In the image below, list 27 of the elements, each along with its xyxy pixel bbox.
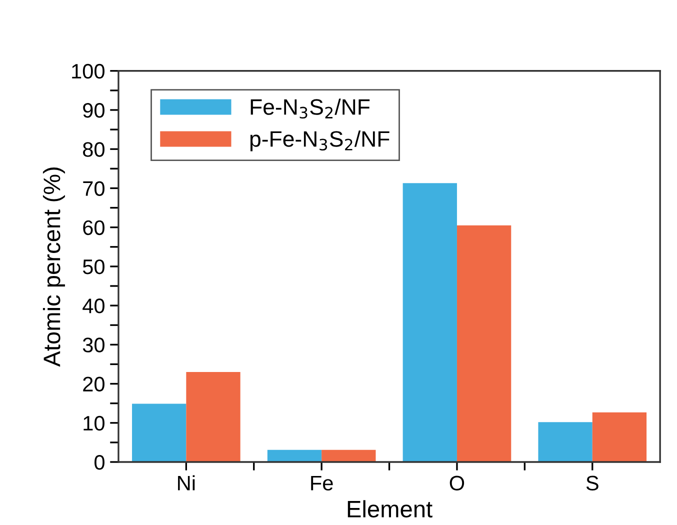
y-tick-label: 100 (72, 64, 104, 79)
y-tick-label: 50 (82, 259, 104, 274)
x-tick-label: Fe (311, 476, 333, 490)
y-tick-label: 10 (84, 416, 104, 431)
bar (267, 450, 322, 462)
x-axis-title: Element (348, 500, 432, 518)
x-tick-label: Ni (178, 475, 195, 490)
bar (456, 225, 512, 462)
y-tick-label: 90 (83, 102, 104, 118)
bar (402, 183, 457, 462)
y-tick-label: 20 (83, 376, 104, 392)
y-tick-label: 30 (82, 338, 104, 352)
bar (186, 372, 240, 462)
x-tick-label: S (586, 476, 598, 490)
y-tick-label: 70 (83, 181, 104, 196)
y-axis-title: Atomic percent (%) (42, 168, 65, 367)
y-tick-label: 0 (94, 455, 104, 470)
bar (538, 422, 592, 462)
bar (132, 404, 186, 462)
y-tick-label: 40 (82, 298, 104, 314)
bar (592, 412, 647, 462)
x-tick-label: O (450, 476, 464, 490)
y-tick-label: 80 (83, 142, 104, 157)
y-tick-label: 60 (83, 220, 104, 236)
legend-label: Fe-N$_{3}$S$_{2}$/NF (250, 98, 370, 119)
legend-label: p-Fe-N$_{3}$S$_{2}$/NF (250, 130, 390, 152)
bar (322, 450, 376, 462)
